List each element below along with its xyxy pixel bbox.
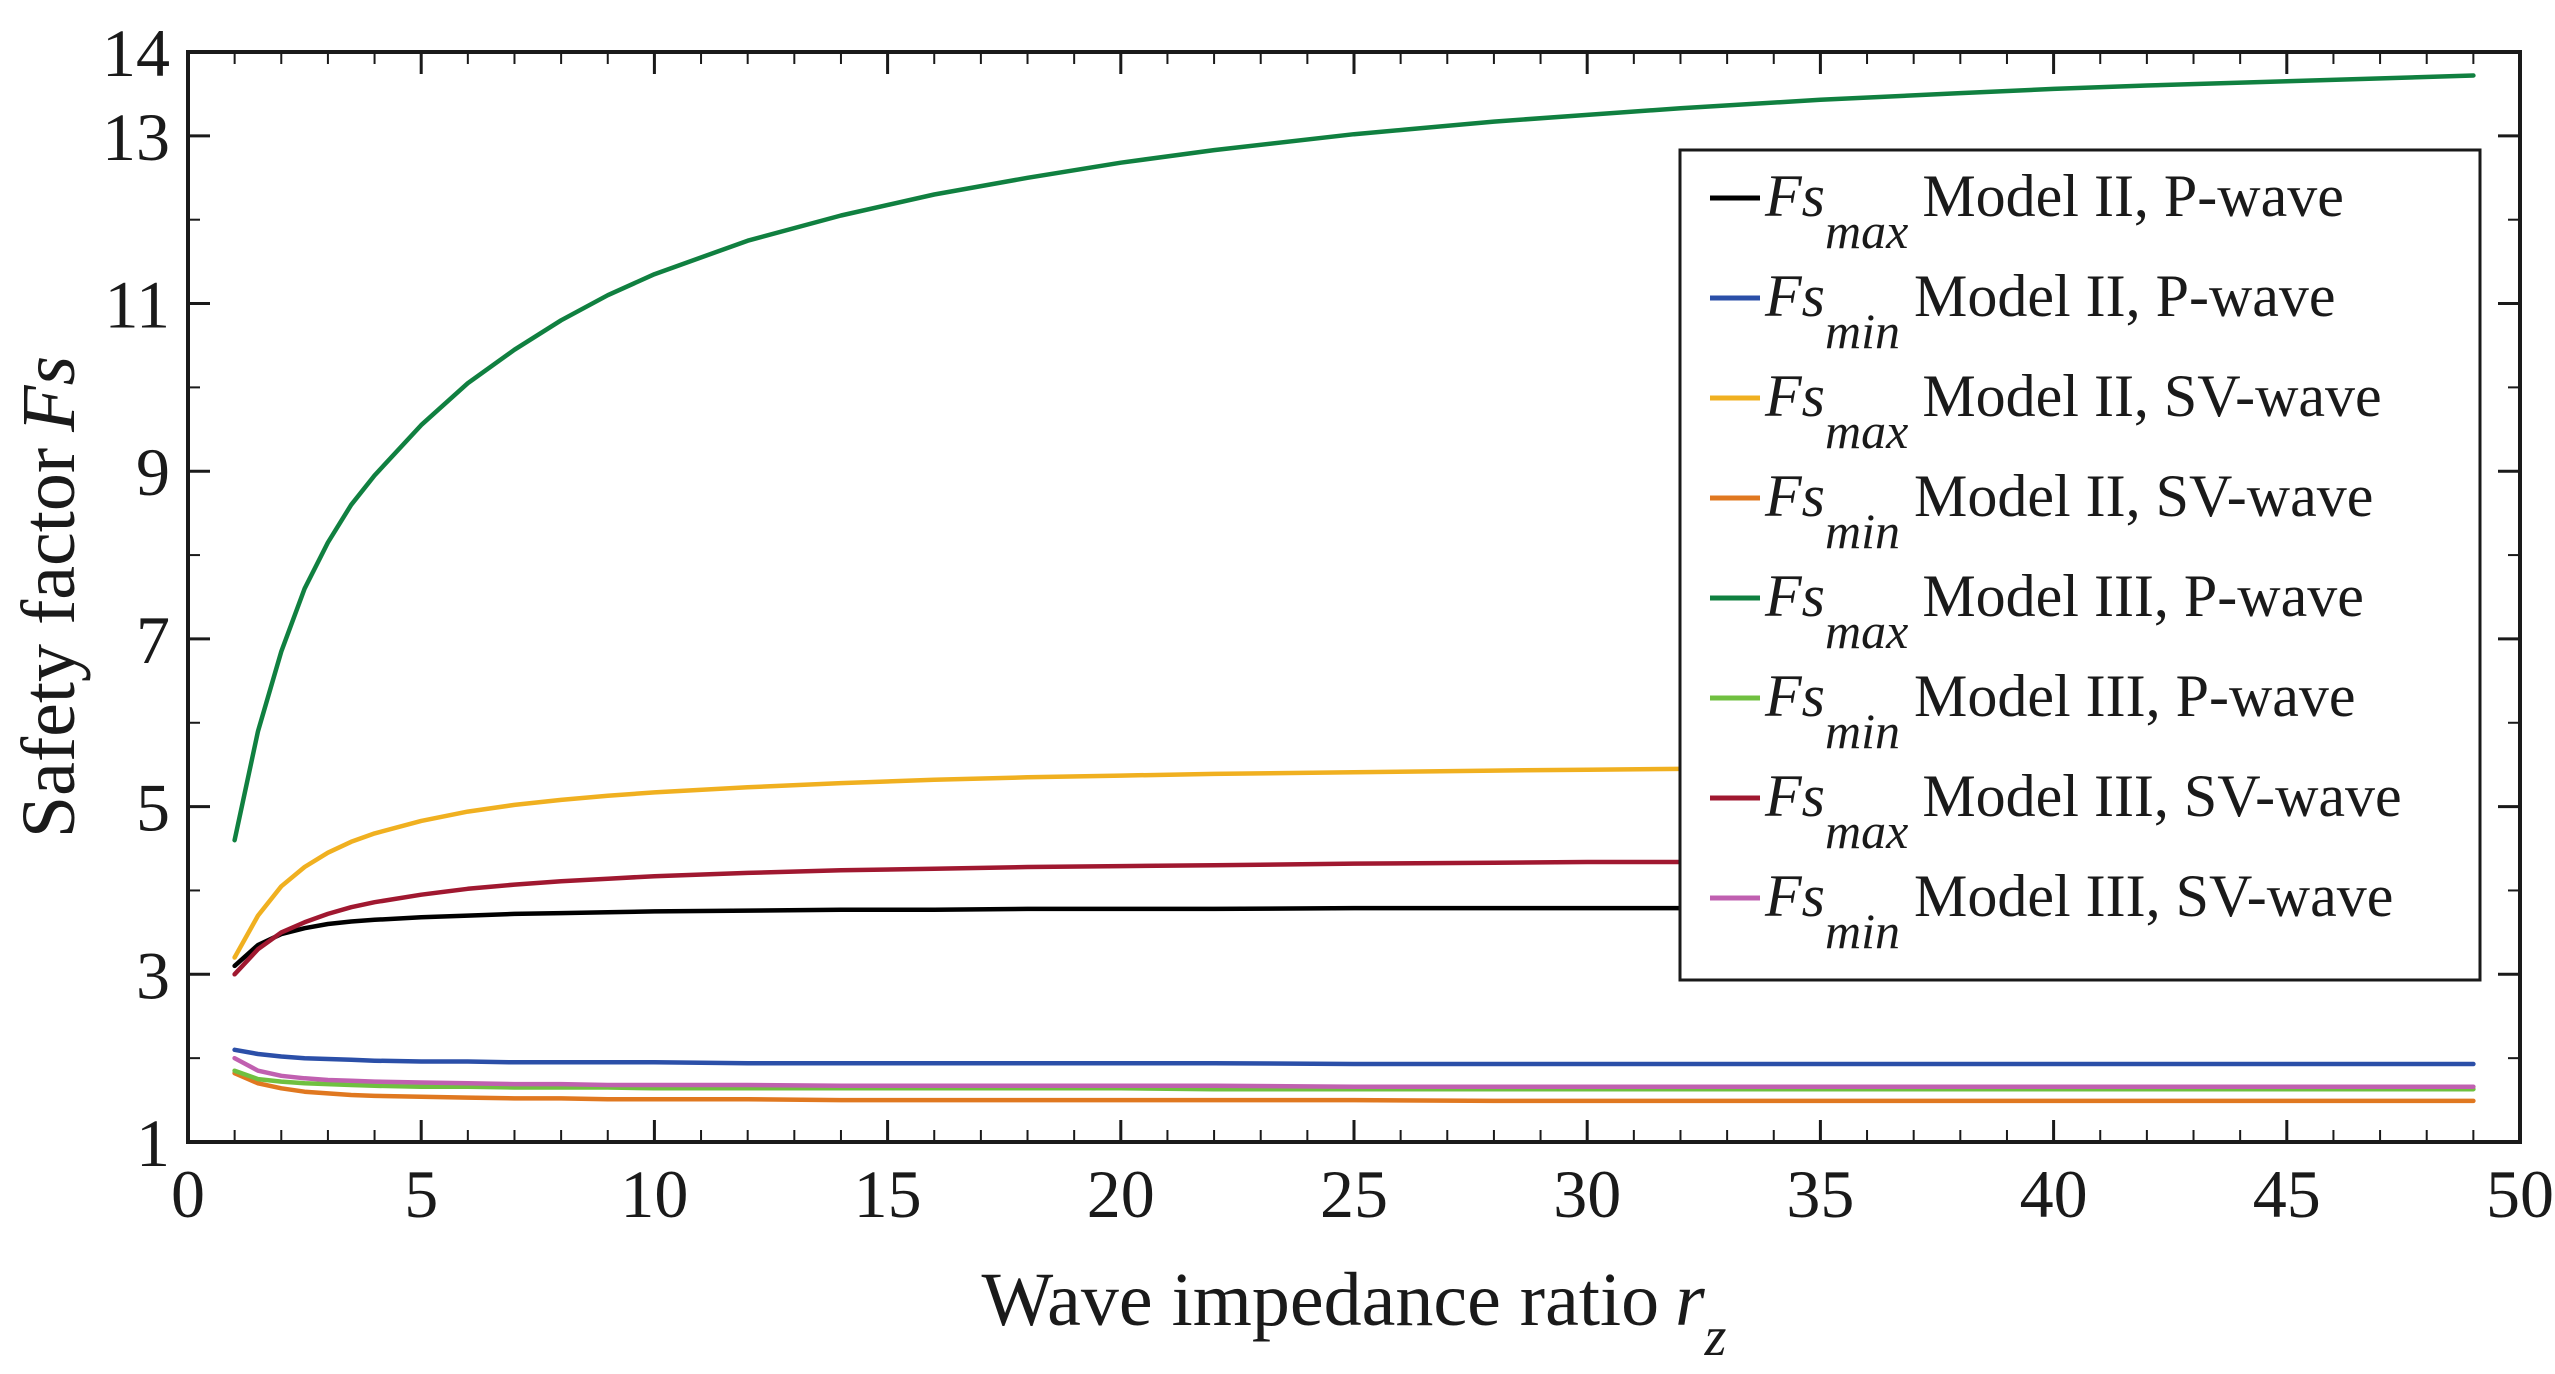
x-tick-label: 10	[620, 1156, 688, 1232]
legend-description: Model III, SV-wave	[1914, 863, 2393, 929]
legend-label: FsminModel III, P-wave	[1764, 663, 2356, 759]
legend-label: FsmaxModel II, P-wave	[1764, 163, 2344, 259]
y-tick-label: 13	[102, 99, 170, 175]
series-line-8	[232, 1055, 2476, 1089]
y-axis-title-symbol: Fs	[7, 356, 91, 433]
legend-box	[1678, 148, 2482, 982]
legend-description: Model II, SV-wave	[1914, 463, 2373, 529]
x-tick-label: 0	[171, 1156, 205, 1232]
y-axis-title: Safety factor Fs	[7, 356, 91, 838]
x-axis-title-subscript: z	[1704, 1306, 1727, 1368]
series-line-5	[232, 73, 2476, 843]
legend-symbol: Fs	[1764, 863, 1825, 929]
legend-symbol: Fs	[1764, 663, 1825, 729]
legend-symbol: Fs	[1764, 563, 1825, 629]
y-tick-label: 9	[136, 434, 170, 510]
legend-symbol: Fs	[1764, 363, 1825, 429]
legend-label: FsminModel III, SV-wave	[1764, 863, 2393, 959]
y-tick-label: 7	[136, 602, 170, 678]
y-axis-title-text: Safety factor	[7, 448, 91, 838]
legend-subscript: max	[1825, 603, 1908, 659]
x-tick-label: 45	[2253, 1156, 2321, 1232]
legend-symbol: Fs	[1764, 763, 1825, 829]
legend-subscript: min	[1825, 303, 1900, 359]
legend-subscript: min	[1825, 903, 1900, 959]
legend-subscript: max	[1825, 203, 1908, 259]
series-line-4	[232, 1070, 2476, 1104]
legend-symbol: Fs	[1764, 463, 1825, 529]
legend-symbol: Fs	[1764, 163, 1825, 229]
legend-label: FsminModel II, SV-wave	[1764, 463, 2373, 559]
x-tick-label: 50	[2486, 1156, 2554, 1232]
y-tick-label: 11	[105, 267, 170, 343]
y-tick-label: 5	[136, 770, 170, 846]
y-tick-label: 3	[136, 937, 170, 1013]
legend-description: Model II, P-wave	[1914, 263, 2336, 329]
series-line-2	[232, 1047, 2476, 1067]
legend-description: Model III, P-wave	[1914, 663, 2356, 729]
series-line-6	[232, 1068, 2476, 1092]
x-axis-title-text: Wave impedance ratio	[982, 1258, 1660, 1342]
legend-subscript: max	[1825, 403, 1908, 459]
x-tick-label: 25	[1320, 1156, 1388, 1232]
legend-label: FsmaxModel II, SV-wave	[1764, 363, 2382, 459]
x-tick-label: 20	[1087, 1156, 1155, 1232]
legend-subscript: max	[1825, 803, 1908, 859]
legend-description: Model II, P-wave	[1922, 163, 2344, 229]
legend-label: FsminModel II, P-wave	[1764, 263, 2336, 359]
y-tick-label: 1	[136, 1105, 170, 1181]
legend-subscript: min	[1825, 703, 1900, 759]
legend-label: FsmaxModel III, P-wave	[1764, 563, 2364, 659]
x-axis-title: Wave impedance ratio rz	[982, 1258, 1727, 1368]
x-tick-label: 35	[1786, 1156, 1854, 1232]
x-axis-title-symbol: r	[1675, 1258, 1705, 1342]
legend-label: FsmaxModel III, SV-wave	[1764, 763, 2402, 859]
x-tick-label: 40	[2020, 1156, 2088, 1232]
series-layer	[232, 73, 2476, 1104]
x-tick-label: 15	[854, 1156, 922, 1232]
x-tick-label: 30	[1553, 1156, 1621, 1232]
legend-symbol: Fs	[1764, 263, 1825, 329]
y-tick-label: 14	[102, 15, 170, 91]
legend-description: Model II, SV-wave	[1922, 363, 2381, 429]
legend-description: Model III, SV-wave	[1922, 763, 2401, 829]
legend-subscript: min	[1825, 503, 1900, 559]
legend-description: Model III, P-wave	[1922, 563, 2364, 629]
x-tick-label: 5	[404, 1156, 438, 1232]
